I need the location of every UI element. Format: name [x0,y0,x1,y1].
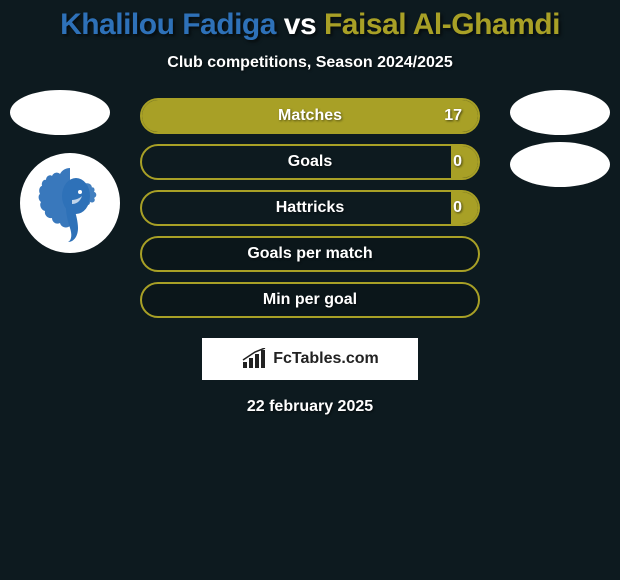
stat-label: Matches [278,107,342,125]
stat-label: Hattricks [276,199,344,217]
stat-row: Min per goal [140,282,480,318]
player2-club-logo-placeholder-2 [510,142,610,187]
stat-row: Hattricks 0 [140,190,480,226]
stat-row: Goals per match [140,236,480,272]
comparison-title: Khalilou Fadiga vs Faisal Al-Ghamdi [0,0,620,46]
native-american-head-icon [36,162,104,244]
snapshot-date: 22 february 2025 [0,380,620,416]
vs-text: vs [284,8,316,41]
stat-label: Min per goal [263,291,357,309]
stat-rows: Matches 17 Goals 0 Hattricks 0 Goals per match… [140,90,480,318]
player1-club-logo [20,153,120,253]
stat-label: Goals [288,153,332,171]
stat-label: Goals per match [247,245,372,263]
stat-value: 0 [453,153,462,171]
player1-club-logo-placeholder [10,90,110,135]
player2-name: Faisal Al-Ghamdi [324,8,560,41]
stat-value: 17 [444,107,462,125]
player2-club-logo-placeholder-1 [510,90,610,135]
stat-value: 0 [453,199,462,217]
season-subtitle: Club competitions, Season 2024/2025 [0,46,620,90]
player1-name: Khalilou Fadiga [60,8,276,41]
stat-row: Goals 0 [140,144,480,180]
content-area: Matches 17 Goals 0 Hattricks 0 Goals per match… [0,90,620,416]
brand-text: FcTables.com [273,350,379,368]
chart-icon [241,348,269,370]
brand-box[interactable]: FcTables.com [202,338,418,380]
stat-row: Matches 17 [140,98,480,134]
